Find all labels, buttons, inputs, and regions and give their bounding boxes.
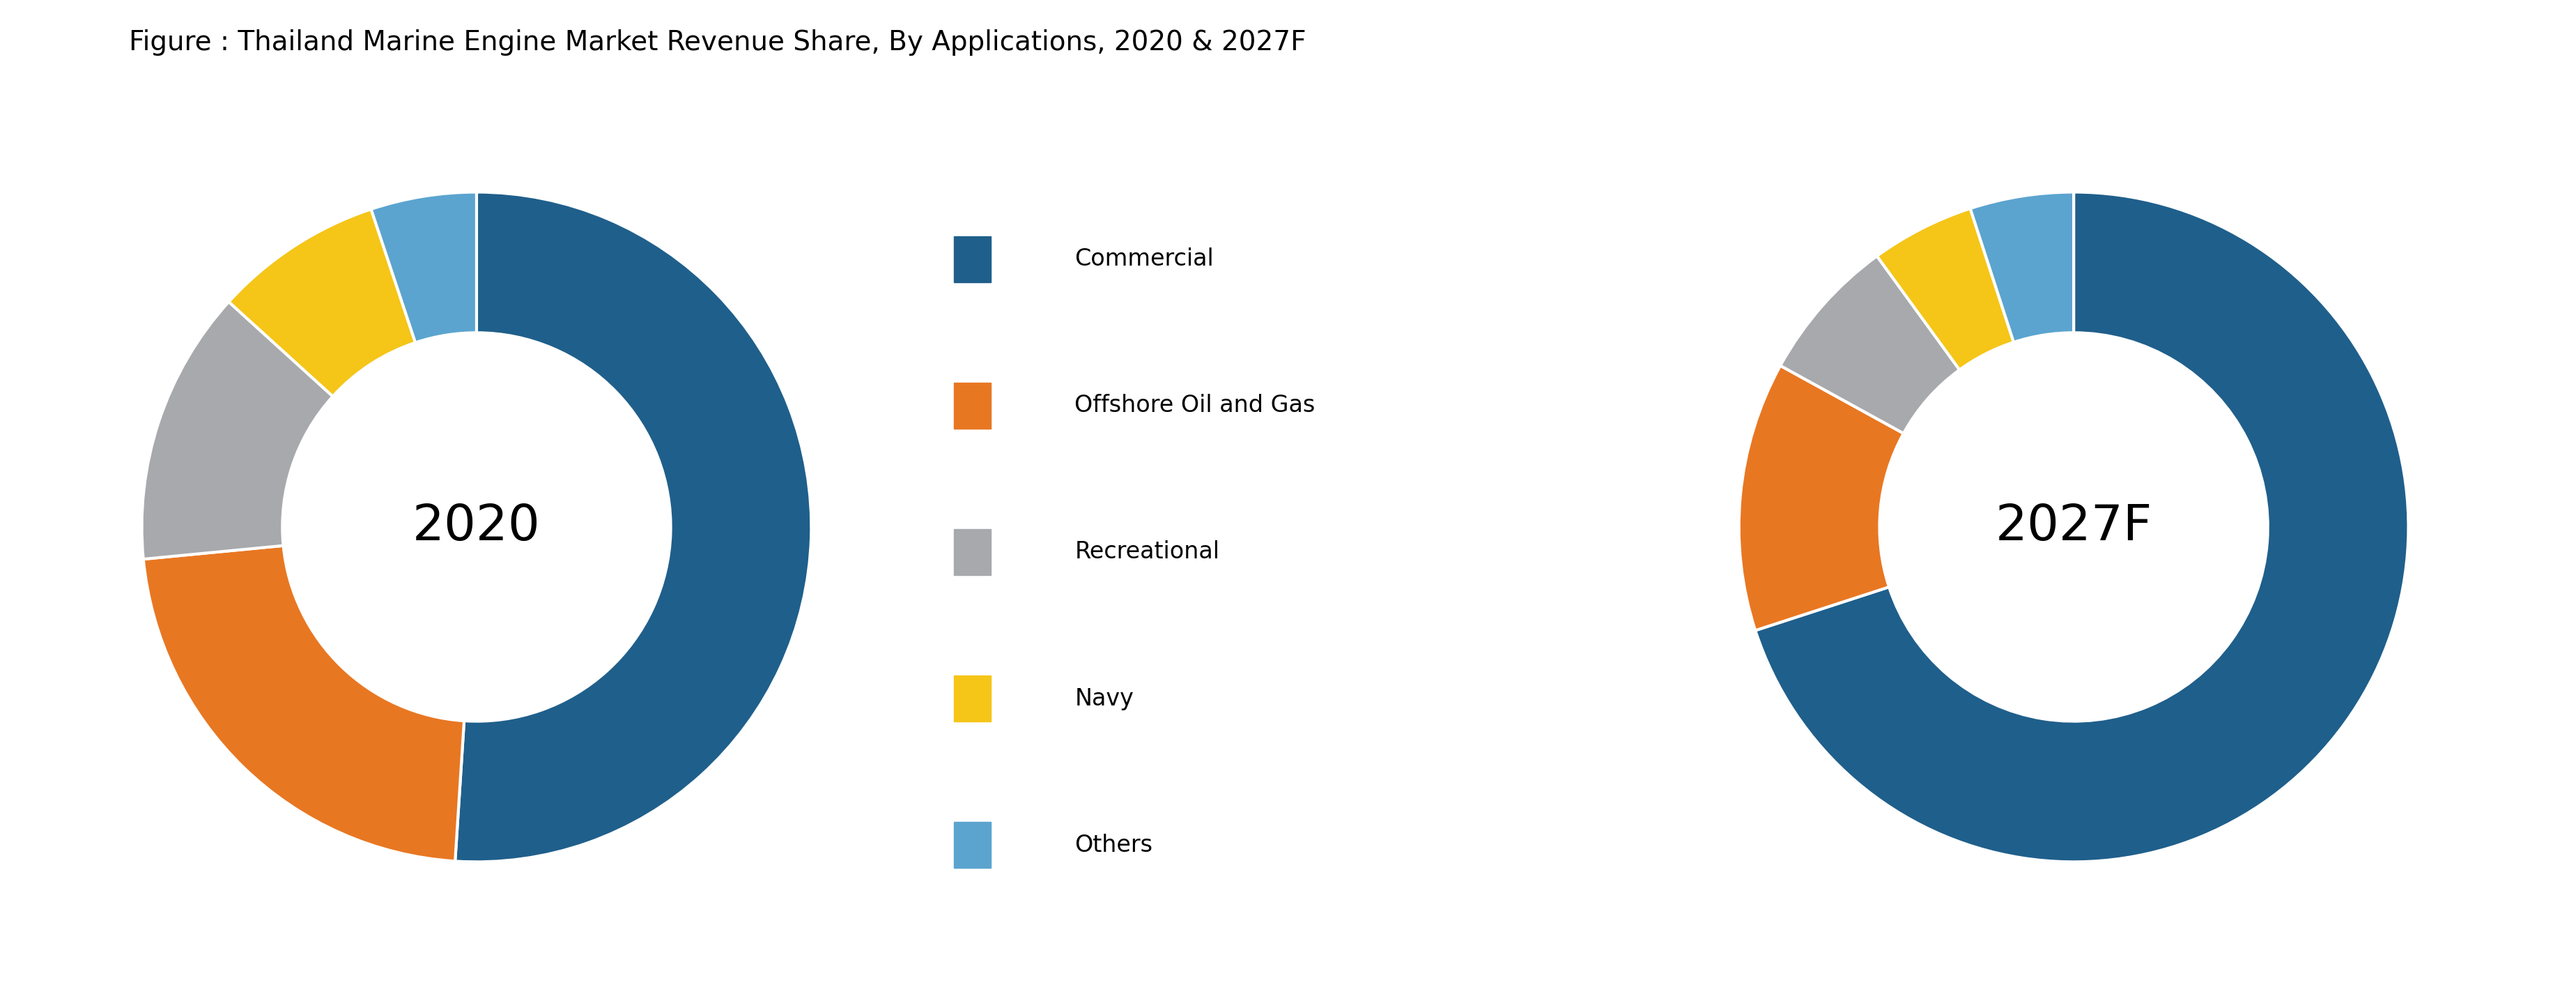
Text: Offshore Oil and Gas: Offshore Oil and Gas bbox=[1074, 394, 1316, 417]
Text: Others: Others bbox=[1074, 833, 1151, 857]
Wedge shape bbox=[144, 546, 464, 861]
Wedge shape bbox=[1878, 209, 2014, 369]
Text: 2027F: 2027F bbox=[1996, 503, 2151, 551]
FancyBboxPatch shape bbox=[953, 822, 992, 868]
FancyBboxPatch shape bbox=[953, 676, 992, 722]
Wedge shape bbox=[142, 301, 332, 559]
Wedge shape bbox=[1754, 192, 2409, 862]
Wedge shape bbox=[456, 192, 811, 862]
Wedge shape bbox=[1780, 256, 1960, 433]
Text: Commercial: Commercial bbox=[1074, 247, 1213, 271]
FancyBboxPatch shape bbox=[953, 236, 992, 282]
Text: Figure : Thailand Marine Engine Market Revenue Share, By Applications, 2020 & 20: Figure : Thailand Marine Engine Market R… bbox=[129, 30, 1306, 56]
Wedge shape bbox=[371, 192, 477, 343]
Wedge shape bbox=[1971, 192, 2074, 342]
Text: Navy: Navy bbox=[1074, 688, 1133, 710]
FancyBboxPatch shape bbox=[953, 529, 992, 575]
Text: 2020: 2020 bbox=[412, 503, 541, 551]
Text: Recreational: Recreational bbox=[1074, 541, 1218, 563]
FancyBboxPatch shape bbox=[953, 382, 992, 428]
Wedge shape bbox=[229, 209, 415, 396]
Wedge shape bbox=[1739, 365, 1904, 630]
